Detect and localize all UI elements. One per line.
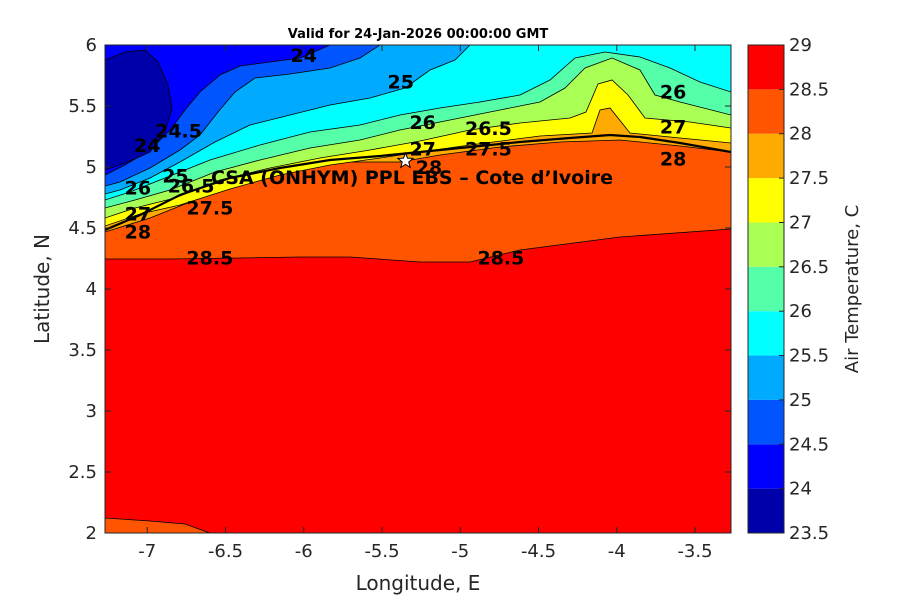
contour-label: 26.5 xyxy=(168,175,215,197)
colorbar-swatch xyxy=(748,266,784,312)
contour-label: 24.5 xyxy=(155,120,202,142)
colorbar-tick-label: 23.5 xyxy=(789,523,829,544)
x-tick-label: -6.5 xyxy=(208,541,243,562)
x-tick-label: -3.5 xyxy=(677,541,712,562)
contour-label: 26 xyxy=(660,81,686,103)
contour-label: 25 xyxy=(388,72,414,94)
contour-label: 27 xyxy=(125,203,151,225)
y-tick-label: 4.5 xyxy=(68,218,97,239)
site-label: CSA (ONHYM) PPL EBS – Cote d’Ivoire xyxy=(211,167,613,189)
colorbar-tick-label: 24.5 xyxy=(789,434,829,455)
colorbar-swatch xyxy=(748,45,784,90)
contour-field xyxy=(105,45,731,533)
y-tick-label: 6 xyxy=(86,35,97,56)
colorbar-swatch xyxy=(748,311,784,356)
contour-label: 28.5 xyxy=(186,247,233,269)
x-tick-label: -5.5 xyxy=(364,541,399,562)
colorbar-swatch xyxy=(748,222,784,267)
contour-label: 27.5 xyxy=(465,139,512,161)
colorbar-tick-label: 29 xyxy=(789,35,812,56)
y-tick-label: 3 xyxy=(86,401,97,422)
y-tick-label: 3.5 xyxy=(68,340,97,361)
colorbar-tick-label: 27.5 xyxy=(789,168,829,189)
contour-label: 24 xyxy=(134,135,160,157)
contour-label: 26 xyxy=(409,112,435,134)
contour-label: 27 xyxy=(660,117,686,139)
contour-label: 28 xyxy=(125,222,151,244)
colorbar-tick-label: 25.5 xyxy=(789,346,829,367)
band-23-5 xyxy=(105,49,173,171)
coastline xyxy=(105,133,731,232)
contour-label: 28.5 xyxy=(477,247,524,269)
colorbar-tick-label: 25 xyxy=(789,390,812,411)
colorbar-label: Air Temperature, C xyxy=(842,205,863,373)
contour-label: 25 xyxy=(162,166,188,188)
colorbar-tick-label: 28.5 xyxy=(789,79,829,100)
x-axis-label: Longitude, E xyxy=(356,571,481,595)
colorbar-swatch xyxy=(748,178,784,223)
x-tick-label: -7 xyxy=(138,541,156,562)
colorbar-tick-label: 27 xyxy=(789,212,812,233)
colorbar-frame xyxy=(747,44,785,534)
colorbar-tick-label: 26.5 xyxy=(789,257,829,278)
y-ticks: 2 2.5 3 3.5 4 4.5 5 5.5 6 xyxy=(68,35,731,544)
y-axis-label: Latitude, N xyxy=(30,234,54,344)
site: CSA (ONHYM) PPL EBS – Cote d’Ivoire xyxy=(211,151,613,189)
colorbar-tick-label: 28 xyxy=(789,124,812,145)
x-tick-label: -5 xyxy=(451,541,469,562)
colorbar-tick-label: 24 xyxy=(789,479,812,500)
colorbar-swatch xyxy=(748,444,784,489)
y-tick-label: 5.5 xyxy=(68,96,97,117)
y-tick-label: 5 xyxy=(86,157,97,178)
band-28-bottom xyxy=(105,517,211,533)
contour-label: 26.5 xyxy=(465,118,512,140)
contour-label: 28 xyxy=(416,157,442,179)
colorbar-swatch xyxy=(748,89,784,134)
x-ticks: -7 -6.5 -6 -5.5 -5 -4.5 -4 -3.5 xyxy=(138,45,713,562)
colorbar-swatch xyxy=(748,488,784,533)
x-tick-label: -4 xyxy=(608,541,626,562)
contour-label: 24 xyxy=(291,45,317,67)
contour-label: 28 xyxy=(660,148,686,170)
chart-title: Valid for 24-Jan-2026 00:00:00 GMT xyxy=(288,27,549,42)
y-tick-label: 4 xyxy=(86,279,97,300)
contour-label: 27.5 xyxy=(186,197,233,219)
contour-label: 27 xyxy=(409,139,435,161)
colorbar-tick-label: 26 xyxy=(789,301,812,322)
y-tick-label: 2 xyxy=(86,523,97,544)
colorbar-swatch xyxy=(748,399,784,445)
site-star-marker xyxy=(396,151,415,169)
colorbar-swatch xyxy=(748,133,784,179)
colorbar: 23.5 24 24.5 25 25.5 26 26.5 27 27.5 28 28.5 29 xyxy=(748,35,829,544)
y-tick-label: 2.5 xyxy=(68,462,97,483)
colorbar-swatch xyxy=(748,355,784,400)
x-tick-label: -6 xyxy=(295,541,313,562)
x-tick-label: -4.5 xyxy=(521,541,556,562)
contour-label: 26 xyxy=(125,178,151,200)
